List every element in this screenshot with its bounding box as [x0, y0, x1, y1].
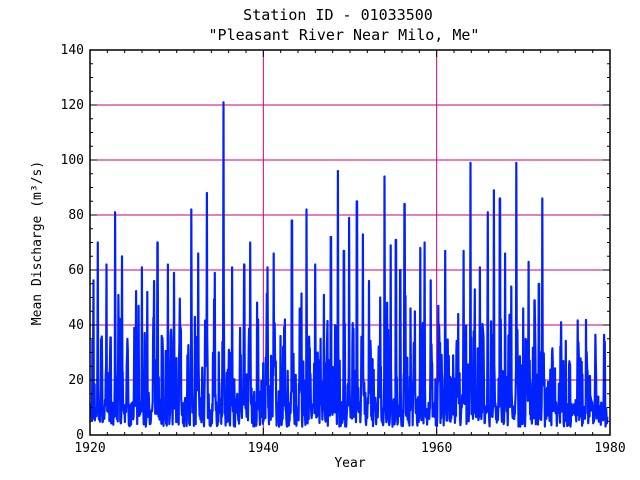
- chart-subtitle: "Pleasant River Near Milo, Me": [209, 26, 480, 44]
- y-tick-label: 60: [68, 263, 84, 278]
- y-tick-label: 40: [68, 318, 84, 333]
- x-tick-label: 1920: [74, 441, 105, 456]
- y-axis-label: Mean Discharge (m³/s): [30, 161, 45, 325]
- y-tick-label: 120: [61, 98, 84, 113]
- y-tick-label: 80: [68, 208, 84, 223]
- y-tick-label: 100: [61, 153, 84, 168]
- y-tick-label: 0: [76, 428, 84, 443]
- x-axis-label: Year: [334, 456, 365, 471]
- x-tick-label: 1940: [248, 441, 279, 456]
- x-tick-label: 1960: [421, 441, 452, 456]
- series-layer: [90, 101, 609, 428]
- x-tick-label: 1980: [594, 441, 625, 456]
- ticks: 0 20 40 60 80 100 120 140 1920 1940 1960 1980: [61, 43, 626, 456]
- y-tick-label: 20: [68, 373, 84, 388]
- y-tick-label: 140: [61, 43, 84, 58]
- discharge-series-line: [90, 101, 609, 428]
- chart-title: Station ID - 01033500: [243, 6, 433, 24]
